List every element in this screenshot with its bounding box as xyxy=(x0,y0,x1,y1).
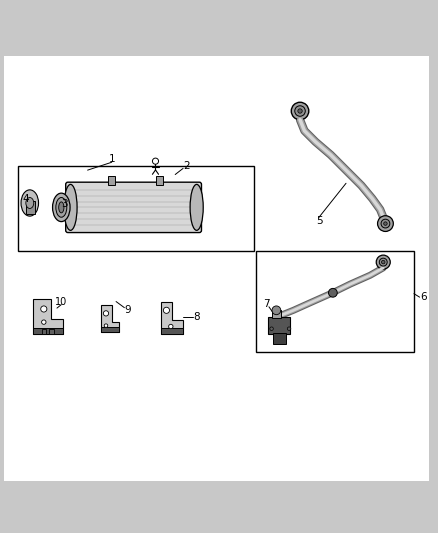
Ellipse shape xyxy=(56,198,67,217)
FancyBboxPatch shape xyxy=(66,182,201,232)
Ellipse shape xyxy=(21,190,39,216)
Text: 1: 1 xyxy=(108,154,115,164)
Bar xyxy=(49,329,54,334)
Circle shape xyxy=(379,258,387,266)
Circle shape xyxy=(163,307,170,313)
Circle shape xyxy=(378,216,393,231)
Circle shape xyxy=(298,109,302,113)
Bar xyxy=(26,201,35,214)
Text: 9: 9 xyxy=(124,305,131,316)
Polygon shape xyxy=(101,304,119,332)
Circle shape xyxy=(384,222,387,225)
Text: 5: 5 xyxy=(316,215,323,225)
Ellipse shape xyxy=(190,184,203,230)
Bar xyxy=(268,317,290,334)
Text: 2: 2 xyxy=(183,161,190,171)
Ellipse shape xyxy=(64,184,77,230)
Text: 4: 4 xyxy=(22,193,29,204)
Bar xyxy=(256,251,414,352)
Circle shape xyxy=(152,158,159,164)
Circle shape xyxy=(381,219,390,228)
Circle shape xyxy=(104,324,108,327)
Circle shape xyxy=(270,327,273,330)
Text: 7: 7 xyxy=(263,298,270,309)
Circle shape xyxy=(103,311,109,316)
Ellipse shape xyxy=(26,198,34,208)
Bar xyxy=(273,333,286,344)
Bar xyxy=(108,175,115,185)
Bar xyxy=(101,327,119,332)
Ellipse shape xyxy=(53,193,70,222)
Text: 8: 8 xyxy=(193,312,200,322)
Polygon shape xyxy=(33,300,63,334)
Circle shape xyxy=(291,102,309,120)
Circle shape xyxy=(287,327,291,330)
Circle shape xyxy=(328,288,337,297)
Circle shape xyxy=(42,320,46,324)
Bar xyxy=(161,328,183,334)
Circle shape xyxy=(381,260,385,264)
Circle shape xyxy=(295,106,305,116)
Bar xyxy=(33,328,63,334)
Bar xyxy=(156,175,163,185)
Bar xyxy=(272,310,281,318)
Circle shape xyxy=(169,324,173,329)
Text: 10: 10 xyxy=(55,296,67,306)
Bar xyxy=(42,329,46,334)
Text: 3: 3 xyxy=(61,199,68,209)
Polygon shape xyxy=(161,302,183,334)
Text: 6: 6 xyxy=(420,292,427,302)
Circle shape xyxy=(376,255,390,269)
Ellipse shape xyxy=(59,202,64,213)
Bar xyxy=(18,166,254,251)
Circle shape xyxy=(41,306,47,312)
Circle shape xyxy=(272,306,281,314)
